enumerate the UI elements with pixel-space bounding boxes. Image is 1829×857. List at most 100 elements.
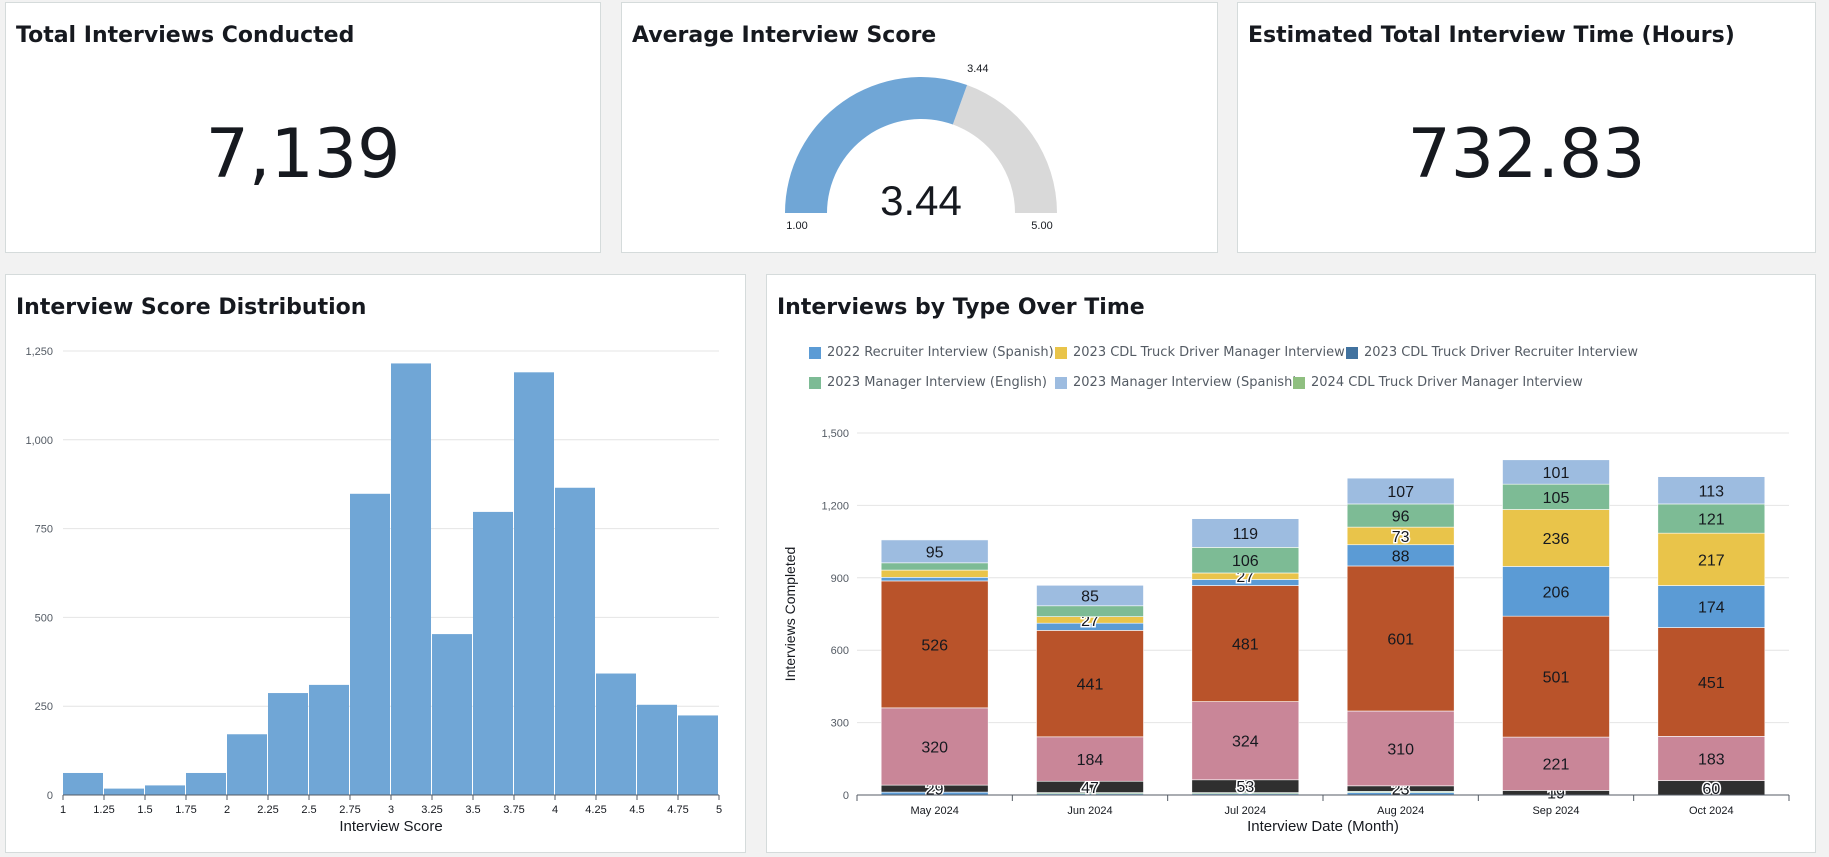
- legend-swatch: [1346, 346, 1358, 359]
- y-tick-label: 500: [35, 612, 53, 624]
- kpi-title: Estimated Total Interview Time (Hours): [1248, 23, 1735, 48]
- legend-swatch: [1055, 346, 1067, 359]
- data-label: 101: [1543, 465, 1570, 482]
- legend-item[interactable]: 2023 Manager Interview (English): [809, 375, 1047, 390]
- legend-label: 2024 CDL Truck Driver Manager Interview: [1311, 375, 1583, 390]
- x-axis-title: Interview Score: [339, 818, 442, 835]
- stacked-bar-segment: [1657, 736, 1766, 781]
- data-label: 85: [1081, 589, 1099, 606]
- x-tick-label: 4.5: [629, 804, 644, 816]
- histogram-bar: [268, 693, 308, 795]
- legend-label: 2023 CDL Truck Driver Manager Interview: [1073, 345, 1345, 360]
- data-label: 221: [1543, 757, 1570, 774]
- data-label: 206: [1543, 584, 1570, 601]
- histogram-bar: [186, 772, 226, 795]
- histogram-bar: [227, 734, 267, 795]
- stacked-bar-segment: [1502, 615, 1610, 738]
- x-tick-label: 3: [388, 804, 394, 816]
- histogram-bar: [63, 772, 103, 795]
- histogram-bar: [104, 788, 144, 795]
- kpi-card-total-interviews: Total Interviews Conducted 7,139: [5, 2, 601, 253]
- data-label: 184: [1077, 752, 1104, 769]
- histogram-bar: [596, 673, 636, 795]
- histogram-bar: [678, 715, 718, 795]
- legend-label: 2022 Recruiter Interview (Spanish): [827, 345, 1054, 360]
- legend-swatch: [1055, 376, 1067, 389]
- legend-item[interactable]: 2022 Recruiter Interview (Spanish): [809, 345, 1054, 360]
- stacked-bar-segment: [1502, 566, 1610, 617]
- data-label: 53: [1236, 779, 1254, 796]
- stacked-bar-segment: [1657, 627, 1766, 737]
- y-tick-label: 600: [831, 645, 849, 657]
- histogram-bar: [145, 785, 185, 795]
- kpi-title: Total Interviews Conducted: [16, 23, 355, 48]
- y-tick-label: 0: [843, 790, 849, 802]
- data-label: 324: [1232, 734, 1259, 751]
- y-tick-label: 750: [35, 524, 53, 536]
- legend-item[interactable]: 2023 CDL Truck Driver Recruiter Intervie…: [1346, 345, 1638, 360]
- x-tick-label: 3.5: [465, 804, 480, 816]
- chart-title: Interview Score Distribution: [16, 295, 367, 320]
- stacked-bar-segment: [880, 577, 989, 582]
- y-axis-title: Interviews Completed: [782, 547, 798, 682]
- x-tick-label: 2: [224, 804, 230, 816]
- legend-swatch: [1293, 376, 1305, 389]
- histogram-bar: [473, 511, 513, 795]
- kpi-title: Average Interview Score: [632, 23, 937, 48]
- data-label: 501: [1543, 670, 1570, 687]
- x-tick-label: Sep 2024: [1532, 805, 1579, 817]
- histogram-bar: [391, 363, 431, 795]
- legend-item[interactable]: 2023 Manager Interview (Spanish): [1055, 375, 1297, 390]
- stacked-bar-segment: [1657, 476, 1766, 505]
- x-axis-title: Interview Date (Month): [1247, 818, 1399, 835]
- stacked-bar-segment: [1191, 547, 1300, 574]
- data-label: 310: [1387, 741, 1414, 758]
- data-label: 236: [1543, 531, 1570, 548]
- data-label: 60: [1702, 781, 1720, 798]
- histogram-card: Interview Score Distribution 0 250 500 750 1…: [5, 274, 746, 853]
- y-tick-label: 300: [831, 718, 849, 730]
- kpi-value: 732.83: [1407, 115, 1646, 194]
- legend-swatch: [809, 376, 821, 389]
- x-tick-label: 1: [60, 804, 66, 816]
- chart-title: Interviews by Type Over Time: [777, 295, 1145, 320]
- stacked-bar-segment: [1036, 736, 1144, 782]
- legend-item[interactable]: 2023 CDL Truck Driver Manager Interview: [1055, 345, 1345, 360]
- data-label: 47: [1081, 780, 1099, 797]
- x-tick-label: 1.25: [93, 804, 114, 816]
- x-tick-label: 3.25: [421, 804, 442, 816]
- stacked-bar-segment: [1657, 532, 1766, 586]
- x-tick-label: 5: [716, 804, 722, 816]
- data-label: 441: [1077, 677, 1104, 694]
- data-label: 174: [1698, 600, 1725, 617]
- stacked-bar-segment: [1346, 477, 1455, 505]
- x-tick-label: Jul 2024: [1225, 805, 1267, 817]
- stacked-bar-segment: [1502, 483, 1610, 510]
- y-tick-label: 1,000: [25, 435, 53, 447]
- data-label: 96: [1392, 509, 1410, 526]
- kpi-card-average-score: Average Interview Score 3.44 1.00 5.00 3…: [621, 2, 1218, 253]
- stacked-bar-segment: [1346, 710, 1455, 787]
- data-label: 481: [1232, 637, 1259, 654]
- gauge-value: 3.44: [880, 177, 962, 224]
- y-tick-label: 250: [35, 701, 53, 713]
- data-label: 107: [1387, 484, 1414, 501]
- y-tick-label: 1,200: [821, 500, 849, 512]
- data-label: 106: [1232, 553, 1259, 570]
- x-tick-label: Jun 2024: [1067, 805, 1112, 817]
- stacked-bar-segment: [880, 562, 989, 571]
- stacked-bar-segment: [1502, 459, 1610, 485]
- data-label: 73: [1392, 529, 1410, 546]
- stacked-bar-segment: [1657, 585, 1766, 628]
- y-tick-label: 900: [831, 573, 849, 585]
- data-label: 183: [1698, 751, 1725, 768]
- histogram-bar: [309, 684, 349, 795]
- legend-item[interactable]: 2024 CDL Truck Driver Manager Interview: [1293, 375, 1583, 390]
- x-tick-label: 3.75: [503, 804, 524, 816]
- data-label: 95: [926, 544, 944, 561]
- histogram-bar: [432, 634, 472, 795]
- legend-label: 2023 Manager Interview (Spanish): [1073, 375, 1298, 390]
- x-tick-label: 2.25: [257, 804, 278, 816]
- x-tick-label: 1.75: [175, 804, 196, 816]
